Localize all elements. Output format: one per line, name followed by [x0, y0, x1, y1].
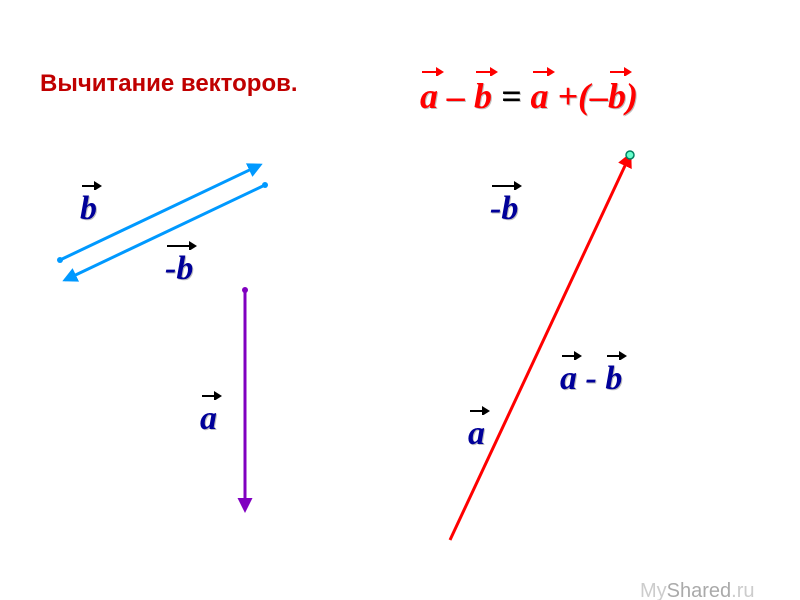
formula-part: b	[474, 76, 492, 116]
a-minus-b-label-sep: -	[577, 360, 605, 397]
slide-title: Вычитание векторов.	[40, 70, 298, 98]
neg-b-label-left-text: -b	[165, 250, 193, 287]
formula-part: )	[626, 76, 638, 116]
a-minus-b	[450, 155, 630, 540]
formula: a – b = a +(– b)	[420, 75, 638, 117]
watermark-pre: My	[640, 580, 667, 600]
a-minus-b-label-a: a	[560, 360, 577, 397]
formula-part: b	[608, 76, 626, 116]
b-label-left-text: b	[80, 190, 97, 227]
neg-b-label-right-text: -b	[490, 190, 518, 227]
watermark: MyShared.ru	[640, 580, 755, 600]
formula-part: a	[420, 76, 438, 116]
neg-b-label-right: -b	[490, 190, 518, 228]
a-left-origin-dot	[242, 287, 248, 293]
formula-part: a	[531, 76, 549, 116]
b-left-origin-dot	[57, 257, 63, 263]
a-label-right: a	[468, 415, 485, 453]
formula-part: +(–	[549, 76, 609, 116]
a-label-left: a	[200, 400, 217, 438]
neg-b-label-left: -b	[165, 250, 193, 288]
formula-part: =	[492, 76, 531, 116]
a-label-left-text: a	[200, 400, 217, 437]
a-minus-b-label: a - b	[560, 360, 622, 398]
watermark-post: .ru	[731, 580, 754, 600]
formula-part: –	[438, 76, 474, 116]
watermark-mid: Shared	[667, 580, 732, 600]
neg-b-left-origin-dot	[262, 182, 268, 188]
b-label-left: b	[80, 190, 97, 228]
a-label-right-text: a	[468, 415, 485, 452]
a-minus-b-end-dot	[626, 151, 634, 159]
a-minus-b-label-b: b	[605, 360, 622, 397]
